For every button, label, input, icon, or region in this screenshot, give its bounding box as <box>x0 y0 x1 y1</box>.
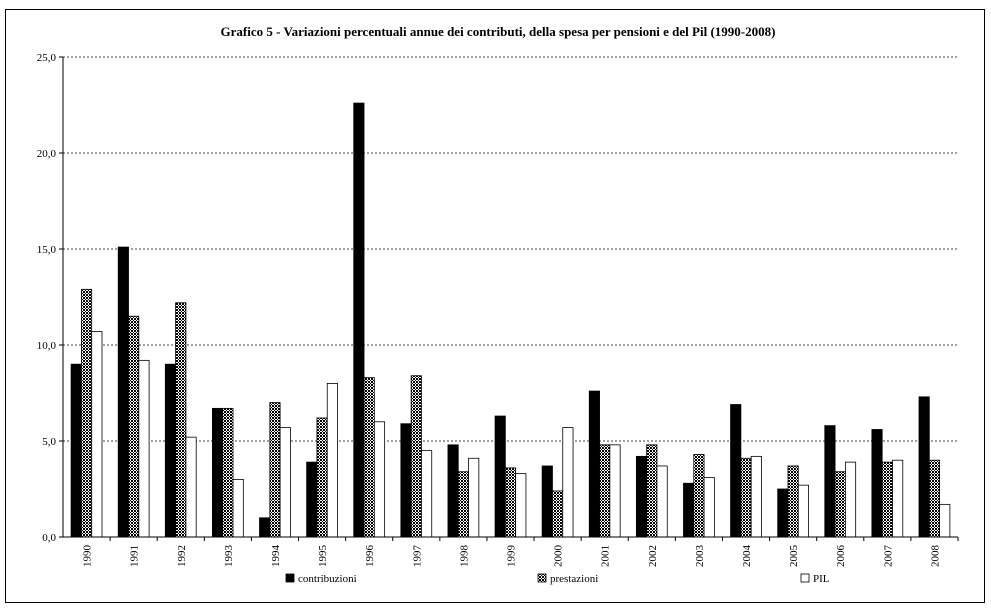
bar-contribuzioni-1993 <box>212 407 224 538</box>
bar-pil-2006 <box>844 461 857 538</box>
x-tick-label: 1995 <box>317 545 329 568</box>
bar-contribuzioni-1998 <box>447 444 459 538</box>
y-tick-label: 25,0 <box>37 52 57 64</box>
legend-swatch-prestazioni <box>537 573 547 583</box>
y-tick-label: 10,0 <box>37 340 57 352</box>
bar-prestazioni-2001 <box>599 444 611 538</box>
bar-contribuzioni-2003 <box>683 482 695 538</box>
bar-pil-1990 <box>91 331 103 538</box>
x-tick-label: 1997 <box>411 545 423 568</box>
legend-swatch-contribuzioni <box>285 573 295 583</box>
bar-contribuzioni-2006 <box>824 425 836 538</box>
bar-pil-1993 <box>232 478 244 538</box>
x-tick-label: 2003 <box>694 545 706 568</box>
bar-pil-2000 <box>562 427 574 538</box>
x-tick-labels: 1990 1991 1992 1993 1994 1995 1996 1997 1998 1999… <box>82 545 942 568</box>
x-tick-label: 1992 <box>176 545 188 567</box>
bar-pil-1997 <box>421 450 433 538</box>
y-tick-labels: 0,0 5,0 10,0 15,0 20,0 25,0 <box>37 52 57 544</box>
bar-contribuzioni-2008 <box>918 396 930 538</box>
bar-prestazioni-2005 <box>787 465 799 538</box>
bar-prestazioni-1997 <box>410 375 422 538</box>
bar-pil-2002 <box>656 465 668 538</box>
y-tick-label: 15,0 <box>37 244 57 256</box>
y-tick-label: 5,0 <box>42 436 56 448</box>
legend-label-contribuzioni: contribuzioni <box>298 573 357 585</box>
bar-contribuzioni-1992 <box>164 363 177 538</box>
legend-label-pil: PIL <box>813 573 830 585</box>
x-tick-label: 1994 <box>270 545 282 568</box>
bar-pil-1996 <box>373 421 386 538</box>
x-tick-label: 2004 <box>741 545 753 568</box>
x-tick-label: 1993 <box>223 545 235 568</box>
bar-contribuzioni-2002 <box>635 455 648 538</box>
bar-contribuzioni-2001 <box>588 390 600 538</box>
legend-swatch-pil <box>800 573 810 583</box>
bar-pil-1999 <box>515 473 527 538</box>
bar-pil-2005 <box>797 484 809 538</box>
chart-frame: Grafico 5 - Variazioni percentuali annue… <box>5 9 985 603</box>
bar-pil-2007 <box>892 459 904 538</box>
bar-chart: Grafico 5 - Variazioni percentuali annue… <box>37 24 959 585</box>
axes <box>59 56 959 541</box>
bar-contribuzioni-1996 <box>353 102 365 538</box>
bar-prestazioni-1999 <box>504 467 517 538</box>
bar-prestazioni-2003 <box>693 454 705 538</box>
x-tick-label: 2001 <box>600 545 612 567</box>
bars <box>70 102 951 538</box>
bar-prestazioni-1991 <box>128 315 140 538</box>
bar-pil-2003 <box>703 477 715 538</box>
bar-prestazioni-1996 <box>363 377 375 538</box>
bar-contribuzioni-1999 <box>494 415 506 538</box>
chart-title: Grafico 5 - Variazioni percentuali annue… <box>221 24 776 39</box>
x-tick-label: 2008 <box>929 545 941 568</box>
bar-pil-1998 <box>468 457 480 538</box>
bar-contribuzioni-1994 <box>259 517 271 538</box>
bar-pil-1992 <box>185 436 197 538</box>
bar-contribuzioni-2005 <box>777 488 789 538</box>
x-tick-label: 2007 <box>882 545 894 568</box>
x-tick-label: 2002 <box>647 545 659 567</box>
bar-prestazioni-2002 <box>646 444 658 538</box>
bar-contribuzioni-1997 <box>400 423 412 538</box>
x-tick-label: 2000 <box>553 545 565 568</box>
bar-prestazioni-1998 <box>457 471 469 538</box>
x-tick-label: 1999 <box>506 545 518 568</box>
x-tick-label: 1990 <box>82 545 94 568</box>
bar-prestazioni-1993 <box>222 407 234 538</box>
bar-pil-2004 <box>750 455 762 538</box>
y-tick-label: 0,0 <box>42 532 56 544</box>
x-tick-label: 1991 <box>129 545 141 567</box>
bar-contribuzioni-2004 <box>730 404 742 538</box>
x-tick-label: 1996 <box>364 545 376 568</box>
bar-pil-1994 <box>279 427 291 538</box>
bar-contribuzioni-1991 <box>117 246 129 538</box>
bar-prestazioni-2000 <box>552 490 564 538</box>
bar-prestazioni-2006 <box>834 471 846 538</box>
bar-pil-2001 <box>609 444 621 538</box>
bar-pil-2008 <box>939 503 951 538</box>
y-tick-label: 20,0 <box>37 148 57 160</box>
bar-prestazioni-1992 <box>175 302 187 538</box>
bar-prestazioni-2007 <box>881 461 893 538</box>
bar-prestazioni-2004 <box>740 457 752 538</box>
bar-contribuzioni-1990 <box>70 363 82 538</box>
bar-contribuzioni-1995 <box>306 461 318 538</box>
bar-pil-1991 <box>138 359 150 538</box>
bar-pil-1995 <box>326 382 338 538</box>
bar-contribuzioni-2007 <box>871 429 883 538</box>
bar-prestazioni-1994 <box>269 402 281 538</box>
bar-prestazioni-1995 <box>316 417 328 538</box>
grid-lines <box>63 56 958 442</box>
x-tick-label: 2005 <box>788 545 800 568</box>
legend: contribuzioni prestazioni PIL <box>285 573 830 585</box>
bar-prestazioni-1990 <box>81 288 93 538</box>
bar-prestazioni-2008 <box>928 459 940 538</box>
legend-label-prestazioni: prestazioni <box>550 573 598 585</box>
x-tick-label: 2006 <box>835 545 847 568</box>
x-tick-label: 1998 <box>458 545 470 568</box>
bar-contribuzioni-2000 <box>541 465 553 538</box>
